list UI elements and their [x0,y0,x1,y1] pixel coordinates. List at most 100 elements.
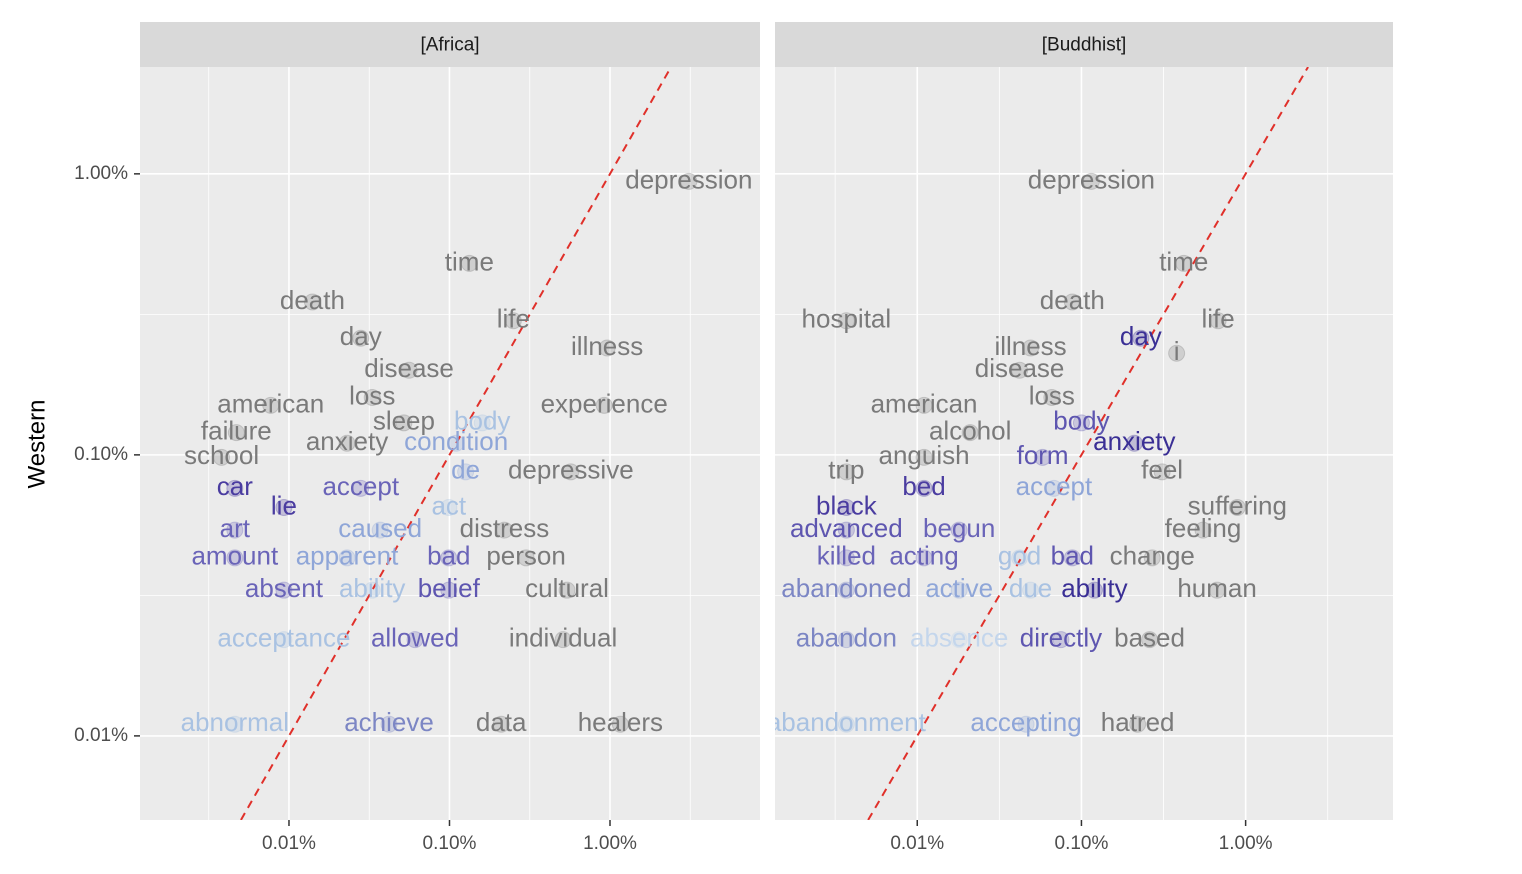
point [492,715,510,733]
point-label: life [497,304,530,334]
reference-line [867,67,1309,820]
point [1209,312,1227,330]
point-label: art [220,513,251,543]
point [558,581,576,599]
point-label: loss [1029,380,1075,410]
point-label: ability [1061,573,1127,603]
point-label: suffering [1188,490,1287,520]
point-label: advanced [790,513,903,543]
point [363,389,381,407]
point-label: active [925,573,993,603]
point-label: black [816,490,878,520]
point [837,631,855,649]
point-label: abnormal [181,707,289,737]
point [447,434,465,452]
point [1208,581,1226,599]
point-label: allowed [371,623,459,653]
point-label: due [1009,573,1052,603]
reference-line [240,67,672,820]
point [837,715,855,733]
point [1125,434,1143,452]
point-label: god [998,541,1041,571]
point-label: individual [509,623,617,653]
x-tick-label: 1.00% [1219,833,1273,854]
point-label: time [1159,246,1208,276]
point [915,396,933,414]
point [562,463,580,481]
point [460,254,478,272]
point-label: abandoned [781,573,911,603]
point [363,581,381,599]
point [837,581,855,599]
point [226,715,244,733]
point-label: de [451,455,480,485]
point [1132,329,1150,347]
point-label: illness [571,331,643,361]
point-label: car [217,471,253,501]
point-label: begun [923,513,995,543]
point-label: death [280,285,345,315]
point [1063,549,1081,567]
point-label: failure [201,415,272,445]
point [837,521,855,539]
point [1175,254,1193,272]
point [961,424,979,442]
point-label: acceptance [217,623,350,653]
point [554,631,572,649]
point-label: change [1110,541,1195,571]
point [338,434,356,452]
point [440,581,458,599]
point-label: american [217,388,324,418]
point [226,479,244,497]
point-label: bed [902,471,945,501]
point [352,479,370,497]
point [1194,521,1212,539]
point [380,715,398,733]
point-label: lie [271,490,297,520]
point [915,479,933,497]
point [837,498,855,516]
point-label: abandonment [767,707,927,737]
point-label: abandon [796,623,897,653]
point-label: disease [975,353,1065,383]
point [915,448,933,466]
panel: [Africa] 0.01% 0.10% 1.00% 0.01% 0.10% 1.00% de… [74,22,760,854]
facet-label: [Africa] [420,35,479,56]
point-label: ability [339,573,405,603]
point-label: sleep [373,406,435,436]
point-label: bad [1051,541,1094,571]
point-label: school [184,440,259,470]
point-label: cultural [525,573,609,603]
point-label: belief [418,573,481,603]
point [504,312,522,330]
point [262,396,280,414]
point-label: i [1174,336,1180,366]
point-label: body [454,406,510,436]
point-label: anxiety [306,426,388,456]
point [352,329,370,347]
point [371,521,389,539]
point [1022,339,1040,357]
point-label: caused [338,513,422,543]
point [495,521,513,539]
point [275,581,293,599]
point-label: accepting [970,707,1081,737]
panel: [Buddhist]0.01% 0.10% 1.00%depressiontimed… [767,22,1393,854]
point [950,581,968,599]
plot-area: depression time death hospital life day illnes… [767,67,1309,820]
strip-background [775,22,1393,67]
point-label: distress [460,513,550,543]
point-label: absent [245,573,324,603]
plot-area: depression time death life day illness disease… [181,67,752,820]
y-axis-label: Western [23,400,50,489]
point-label: day [1120,321,1162,351]
x-tick-label: 0.01% [262,833,316,854]
point-label: healers [578,707,663,737]
point [1143,549,1161,567]
point [837,463,855,481]
point-label: time [445,246,494,276]
point [517,549,535,567]
point [275,498,293,516]
point [303,293,321,311]
